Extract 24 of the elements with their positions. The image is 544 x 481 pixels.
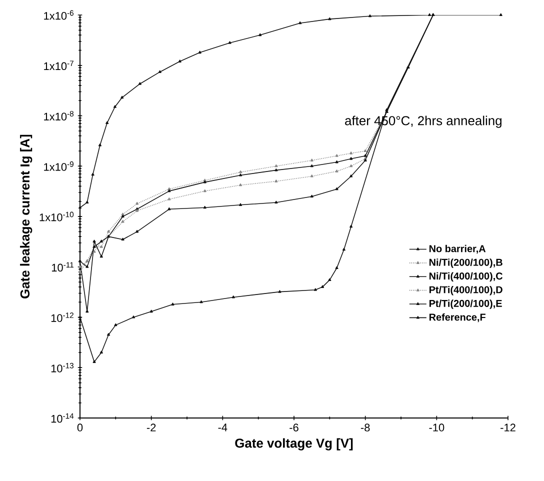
x-tick-label: -12 [500,424,516,432]
legend-label: No barrier,A [429,244,486,254]
x-tick-label: -6 [290,424,298,432]
y-tick-label: 10$^{-13}$ [51,362,74,372]
y-tick-label: 10$^{-11}$ [52,262,74,272]
legend-label: Reference,F [429,313,486,322]
y-tick-label: 10$^{-14}$ [51,413,74,423]
x-tick-label: -8 [360,424,370,432]
x-tick-label: 0 [77,424,83,432]
x-tick-label: -10 [429,424,444,432]
x-tick-label: -2 [146,424,156,432]
y-tick-label: 1x10$^{-9}$ [44,161,74,171]
legend-label: Pt/Ti(400/100),D [429,286,502,296]
y-tick-label: 1x10$^{-8}$ [44,111,74,120]
legend-label: Ni/Ti(200/100),B [429,258,502,268]
x-axis-title: Gate voltage Vg [V] [235,438,353,450]
y-tick-label: 1x10$^{-6}$ [44,10,74,20]
y-tick-label: 10$^{-12}$ [51,312,74,322]
y-tick-label: 1x10$^{-7}$ [44,60,74,70]
y-axis-title: Gate leakage current Ig [A] [20,134,32,298]
x-tick-label: -4 [218,424,228,432]
legend-label: Ni/Ti(400/100),C [429,272,503,282]
legend-label: Pt/Ti(200/100),E [429,300,502,309]
y-tick-label: 1x10$^{-10}$ [40,212,74,222]
